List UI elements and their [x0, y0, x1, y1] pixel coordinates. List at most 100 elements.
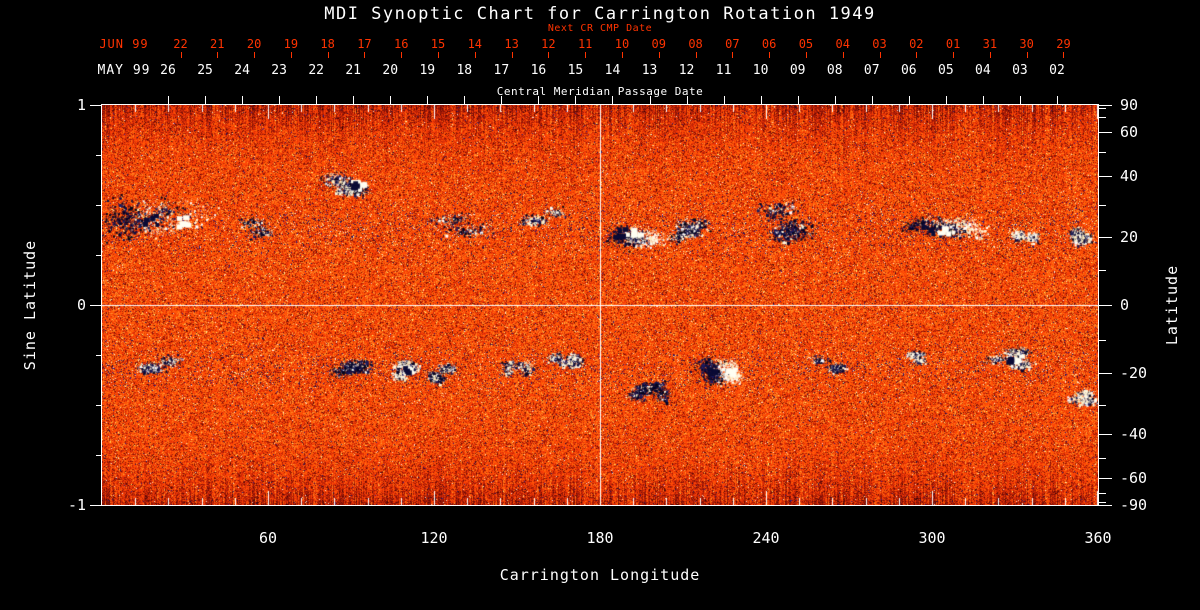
next-cr-date-tick [511, 52, 513, 58]
left-tick-label: 1 [76, 96, 86, 114]
right-axis-major-tick [1099, 105, 1112, 106]
left-tick-label: 0 [76, 296, 86, 314]
cmp-date-tick [279, 96, 281, 105]
right-axis-major-tick [1099, 236, 1112, 238]
next-cr-date-label: 18 [320, 37, 335, 51]
cmp-month-label: MAY 99 [97, 63, 151, 78]
right-tick-label: 0 [1120, 296, 1130, 314]
cmp-date-tick [242, 96, 244, 105]
next-cr-date-label: 03 [872, 37, 887, 51]
x-tick-label: 60 [258, 529, 278, 547]
right-axis-minor-tick [1099, 458, 1106, 460]
cmp-date-label: 16 [530, 63, 547, 78]
cmp-date-label: 11 [715, 63, 732, 78]
cmp-date-label: 19 [419, 63, 436, 78]
cmp-date-label: 20 [382, 63, 399, 78]
next-cr-date-label: 19 [283, 37, 299, 51]
right-axis-major-tick [1099, 176, 1112, 178]
x-tick-label: 120 [420, 529, 448, 547]
next-cr-date-label: 13 [504, 37, 519, 51]
cmp-date-label: 04 [975, 63, 991, 78]
cmp-date-label: 14 [604, 63, 621, 78]
next-cr-date-tick [254, 52, 256, 58]
left-axis-minor-tick [96, 405, 102, 406]
cmp-date-label: 24 [234, 63, 250, 78]
next-cr-date-label: 08 [688, 37, 703, 51]
right-axis-major-tick [1099, 505, 1112, 506]
next-cr-date-tick [438, 52, 440, 58]
right-tick-label: -40 [1120, 424, 1148, 443]
next-cr-date-label: 04 [835, 37, 850, 51]
cmp-date-label: 08 [826, 63, 843, 78]
next-cr-date-tick [842, 52, 844, 58]
next-cr-month-label: JUN 99 [99, 37, 149, 51]
left-axis-major-tick [90, 105, 102, 106]
central-meridian-passage-date-label: Central Meridian Passage Date [496, 85, 704, 98]
right-axis-minor-tick [1099, 108, 1106, 110]
right-axis-minor-tick [1099, 492, 1106, 494]
left-axis-minor-tick [96, 205, 102, 206]
cmp-date-tick [464, 96, 466, 105]
left-axis-minor-tick [96, 255, 102, 256]
cmp-date-label: 05 [938, 63, 954, 78]
cmp-date-label: 13 [641, 63, 658, 78]
next-cr-date-label: 16 [394, 37, 409, 51]
next-cr-date-tick [658, 52, 660, 58]
cmp-date-tick [168, 96, 169, 105]
next-cr-date-label: 30 [1019, 37, 1034, 51]
left-tick-label: -1 [67, 496, 86, 514]
right-axis-major-tick [1099, 305, 1112, 306]
next-cr-date-label: 09 [651, 37, 666, 51]
cmp-date-tick [612, 96, 614, 105]
cmp-date-tick [390, 96, 392, 105]
next-cr-date-label: 07 [725, 37, 740, 51]
right-tick-label: 60 [1120, 122, 1139, 141]
cmp-date-label: 21 [345, 63, 362, 78]
cmp-date-label: 23 [271, 63, 287, 78]
right-axis-minor-tick [1099, 270, 1106, 272]
next-cr-date-label: 15 [430, 37, 446, 51]
right-axis-major-tick [1099, 433, 1112, 435]
synoptic-canvas [102, 105, 1098, 505]
cmp-date-tick [760, 96, 762, 105]
next-cr-date-label: 12 [541, 37, 556, 51]
next-cr-date-tick [180, 52, 182, 58]
left-axis-major-tick [90, 505, 102, 506]
next-cr-date-tick [621, 52, 623, 58]
right-tick-label: -20 [1120, 364, 1148, 383]
left-axis-major-tick [90, 305, 102, 306]
cmp-date-label: 15 [567, 63, 584, 78]
next-cr-date-label: 20 [246, 37, 262, 51]
next-cr-date-label: 10 [614, 37, 630, 51]
cmp-date-tick [649, 96, 651, 105]
left-axis-minor-tick [96, 355, 102, 356]
right-axis-minor-tick [1099, 405, 1106, 406]
right-axis-major-tick [1099, 373, 1112, 375]
right-axis-minor-tick [1099, 501, 1106, 503]
cmp-date-label: 17 [493, 63, 510, 78]
left-axis-minor-tick [96, 155, 102, 156]
x-tick-label: 180 [586, 529, 614, 547]
next-cr-date-label: 31 [982, 37, 998, 51]
cmp-date-tick [1019, 96, 1021, 105]
cmp-date-tick [1056, 96, 1058, 105]
next-cr-date-label: 17 [357, 37, 372, 51]
left-axis-title: Sine Latitude [21, 239, 39, 371]
next-cr-date-tick [879, 52, 881, 58]
cmp-date-label: 02 [1049, 63, 1065, 78]
right-tick-label: -60 [1120, 469, 1148, 488]
next-cr-date-label: 05 [798, 37, 814, 51]
next-cr-date-tick [364, 52, 366, 58]
cmp-date-label: 25 [197, 63, 213, 78]
cmp-date-label: 26 [160, 63, 176, 78]
right-axis-minor-tick [1099, 117, 1106, 119]
cmp-date-label: 22 [308, 63, 324, 78]
right-tick-label: 90 [1120, 96, 1139, 114]
next-cr-date-label: 21 [210, 37, 225, 51]
x-tick-label: 300 [918, 529, 946, 547]
cmp-date-tick [982, 96, 984, 105]
next-cr-date-label: 01 [945, 37, 961, 51]
right-axis-minor-tick [1099, 151, 1106, 153]
left-axis-minor-tick [96, 455, 102, 456]
cmp-date-tick [797, 96, 799, 105]
